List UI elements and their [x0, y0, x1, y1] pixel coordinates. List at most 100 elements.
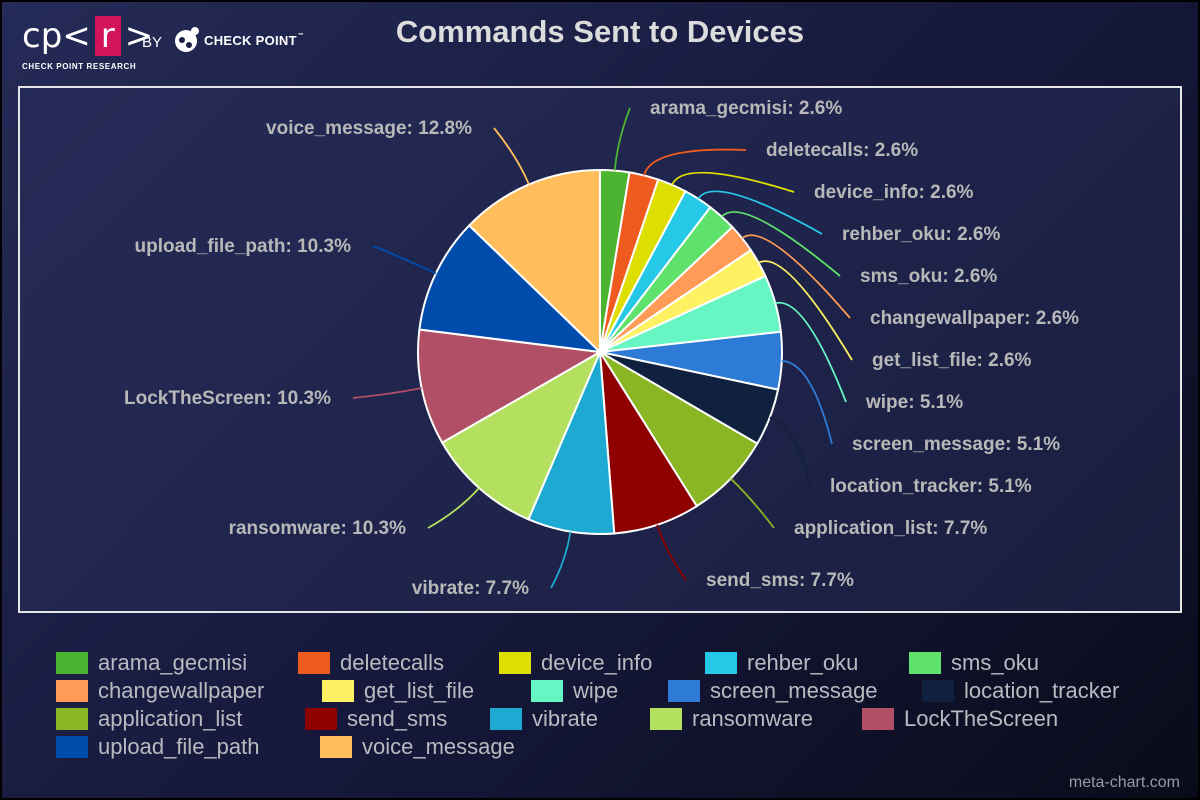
leader-lines — [352, 107, 853, 589]
legend-label: application_list — [98, 706, 243, 731]
cpr-logo: cp < r > CHECK POINT RESEARCH — [22, 16, 153, 71]
leader-line-wipe — [775, 301, 847, 403]
legend-item-sms_oku: sms_oku — [909, 650, 1039, 676]
slice-label-ransomware: ransomware: 10.3% — [229, 518, 407, 539]
slice-label-deletecalls: deletecalls: 2.6% — [766, 140, 918, 161]
legend-label: LockTheScreen — [904, 706, 1059, 731]
legend-item-application_list: application_list — [56, 706, 242, 732]
check-point-logo: CHECK POINT™ — [172, 26, 304, 54]
legend-swatch — [499, 652, 531, 674]
pie-slices — [417, 168, 783, 535]
legend-swatch — [705, 652, 737, 674]
leader-line-sms_oku — [721, 211, 841, 277]
legend-item-screen_message: screen_message — [668, 678, 878, 704]
legend-item-rehber_oku: rehber_oku — [705, 650, 858, 676]
legend-item-voice_message: voice_message — [320, 734, 515, 760]
legend-item-upload_file_path: upload_file_path — [56, 734, 259, 760]
legend-label: vibrate — [532, 706, 599, 731]
legend-swatch — [531, 680, 563, 702]
slice-label-rehber_oku: rehber_oku: 2.6% — [842, 224, 1000, 245]
leader-line-location_tracker — [769, 416, 811, 487]
legend-label: rehber_oku — [747, 650, 859, 675]
slice-label-arama_gecmisi: arama_gecmisi: 2.6% — [650, 98, 842, 119]
logo-r-text: r — [94, 16, 121, 56]
leader-line-get_list_file — [758, 260, 853, 361]
legend-item-LockTheScreen: LockTheScreen — [862, 706, 1058, 732]
leader-line-deletecalls — [643, 148, 747, 176]
leader-line-vibrate — [550, 531, 572, 589]
pie-slice-ransomware — [440, 349, 603, 521]
leader-line-arama_gecmisi — [613, 107, 631, 171]
slice-label-device_info: device_info: 2.6% — [814, 182, 974, 203]
legend-item-arama_gecmisi: arama_gecmisi — [56, 650, 247, 676]
check-point-tm: ™ — [297, 32, 305, 39]
slice-label-application_list: application_list: 7.7% — [794, 518, 987, 539]
legend-swatch — [909, 652, 941, 674]
legend-item-wipe: wipe — [531, 678, 618, 704]
slice-label-send_sms: send_sms: 7.7% — [706, 570, 854, 591]
legend-label: ransomware — [692, 706, 814, 731]
legend-item-ransomware: ransomware — [650, 706, 813, 732]
legend-label: voice_message — [362, 734, 515, 759]
pie-slice-voice_message — [467, 168, 601, 355]
legend-label: wipe — [573, 678, 619, 703]
leader-line-voice_message — [493, 127, 530, 185]
legend-item-deletecalls: deletecalls — [298, 650, 444, 676]
legend-item-changewallpaper: changewallpaper — [56, 678, 264, 704]
legend-label: send_sms — [347, 706, 448, 731]
leader-line-upload_file_path — [372, 245, 437, 275]
slice-labels: arama_gecmisi: 2.6% deletecalls: 2.6% devi… — [124, 98, 1079, 599]
slice-label-changewallpaper: changewallpaper: 2.6% — [870, 308, 1079, 329]
slice-label-LockTheScreen: LockTheScreen: 10.3% — [124, 388, 331, 409]
legend-label: sms_oku — [951, 650, 1040, 675]
by-label: BY — [142, 34, 163, 51]
check-point-name: CHECK POINT — [204, 32, 297, 48]
legend-item-location_tracker: location_tracker — [922, 678, 1119, 704]
legend-swatch — [490, 708, 522, 730]
slice-label-vibrate: vibrate: 7.7% — [412, 578, 529, 599]
slice-label-voice_message: voice_message: 12.8% — [266, 118, 472, 139]
slice-label-upload_file_path: upload_file_path: 10.3% — [135, 236, 352, 257]
slice-label-location_tracker: location_tracker: 5.1% — [830, 476, 1032, 497]
legend-swatch — [56, 736, 88, 758]
legend-swatch — [298, 652, 330, 674]
chart-title: Commands Sent to Devices — [395, 14, 805, 49]
legend-swatch — [56, 680, 88, 702]
check-point-text: CHECK POINT™ — [204, 33, 304, 48]
leader-line-application_list — [730, 477, 775, 529]
legend-label: upload_file_path — [98, 734, 260, 759]
leader-line-device_info — [671, 171, 795, 193]
legend-swatch — [862, 708, 894, 730]
logo-subtitle: CHECK POINT RESEARCH — [22, 62, 137, 71]
pie-slice-upload_file_path — [418, 224, 603, 354]
leader-line-changewallpaper — [741, 234, 851, 319]
legend-swatch — [56, 652, 88, 674]
legend-swatch — [650, 708, 682, 730]
check-point-icon — [175, 27, 199, 52]
slice-label-get_list_file: get_list_file: 2.6% — [872, 350, 1032, 371]
slice-label-screen_message: screen_message: 5.1% — [852, 434, 1060, 455]
legend-swatch — [56, 708, 88, 730]
legend-item-device_info: device_info — [499, 650, 652, 676]
legend-label: deletecalls — [340, 650, 444, 675]
leader-line-rehber_oku — [697, 190, 823, 235]
legend-swatch — [922, 680, 954, 702]
legend-label: changewallpaper — [98, 678, 265, 703]
logo-close-bracket: > — [124, 16, 154, 56]
pie-slice-LockTheScreen — [417, 328, 604, 445]
legend-item-vibrate: vibrate — [490, 706, 598, 732]
leader-line-LockTheScreen — [352, 387, 422, 399]
slice-label-wipe: wipe: 5.1% — [865, 392, 963, 413]
logo-open-bracket: < — [62, 16, 91, 56]
logo-cp-text: cp — [22, 16, 63, 56]
leader-line-screen_message — [781, 359, 833, 445]
legend-swatch — [668, 680, 700, 702]
cpr-logo-mark: cp < r > — [22, 16, 153, 56]
leader-line-send_sms — [656, 524, 687, 581]
legend-label: screen_message — [710, 678, 878, 703]
watermark: meta-chart.com — [1068, 774, 1180, 791]
legend-swatch — [305, 708, 337, 730]
legend-label: get_list_file — [364, 678, 475, 703]
leader-line-ransomware — [427, 487, 480, 529]
